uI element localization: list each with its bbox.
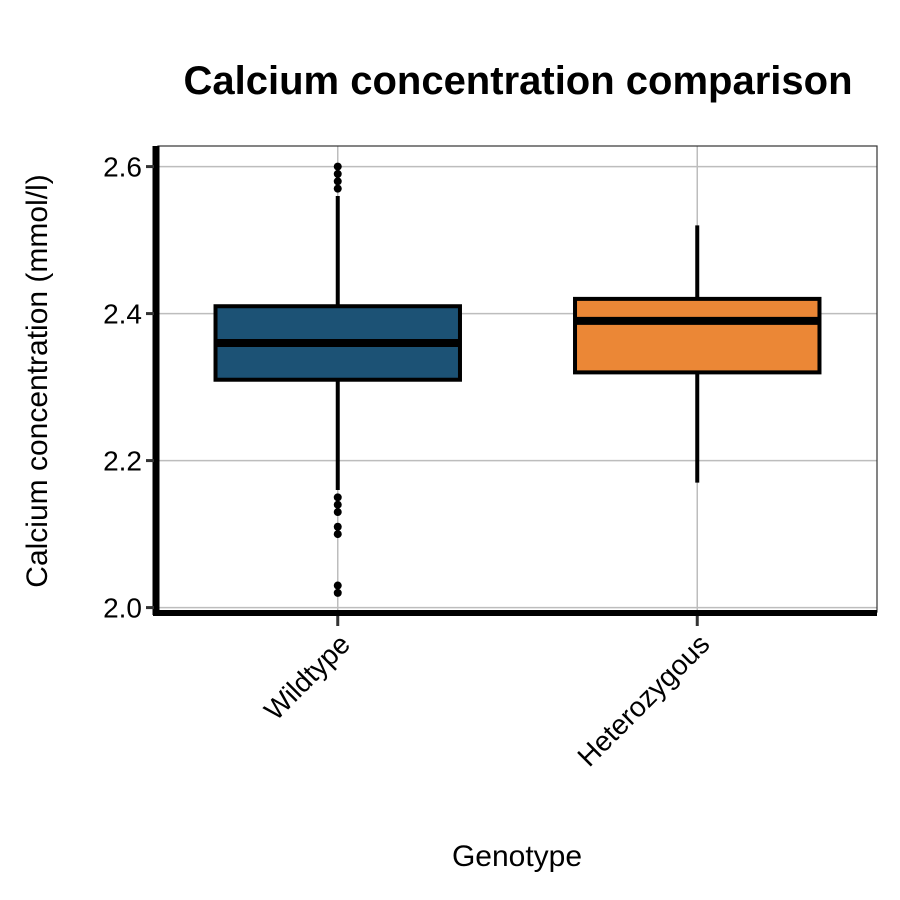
- box-group-heterozygous: [573, 225, 822, 483]
- outlier-point: [333, 500, 342, 509]
- outlier-point: [333, 530, 342, 539]
- y-tick-label: 2.6: [103, 152, 142, 183]
- y-tick-label: 2.2: [103, 446, 142, 477]
- boxes-layer: [213, 162, 822, 597]
- outlier-point: [333, 588, 342, 597]
- outlier-point: [333, 162, 342, 171]
- y-tick-label: 2.4: [103, 299, 142, 330]
- chart-title: Calcium concentration comparison: [183, 59, 852, 103]
- outlier-point: [333, 493, 342, 502]
- y-tick-label: 2.0: [103, 593, 142, 624]
- outlier-point: [333, 581, 342, 590]
- box-iqr: [573, 296, 822, 375]
- box-group-wildtype: [213, 162, 462, 597]
- outlier-point: [333, 508, 342, 517]
- x-tick-label: Heterozygous: [571, 628, 715, 772]
- outlier-point: [333, 177, 342, 186]
- outlier-point: [333, 184, 342, 193]
- y-axis-title: Calcium concentration (mmol/l): [21, 174, 54, 587]
- x-axis-title: Genotype: [452, 840, 582, 873]
- outlier-point: [333, 522, 342, 531]
- y-axis-ticks: 2.0 2.2 2.4 2.6: [103, 152, 154, 624]
- outlier-point: [333, 169, 342, 178]
- x-tick-label: Wildtype: [258, 628, 356, 726]
- axes-layer: [152, 146, 877, 616]
- x-axis-ticks: Wildtype Heterozygous: [258, 616, 715, 772]
